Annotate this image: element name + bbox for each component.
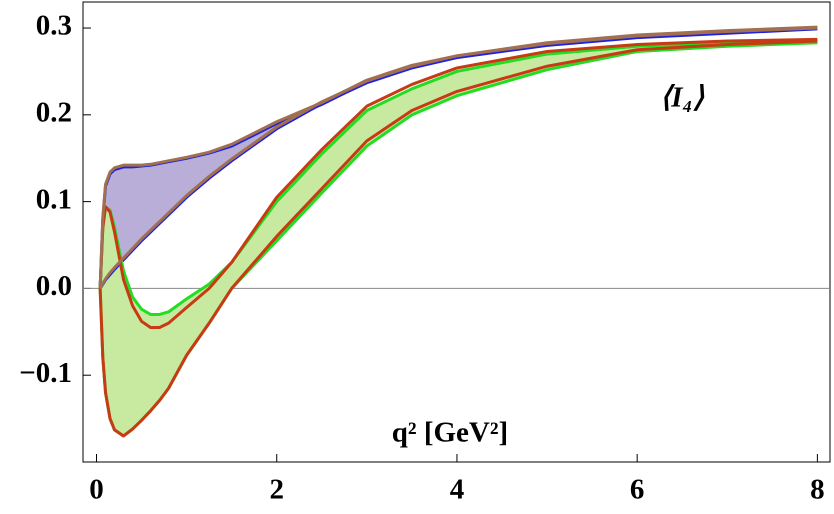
curve bbox=[98, 41, 818, 438]
y-tick-label: 0.2 bbox=[36, 96, 72, 128]
y-tick-label: 0.1 bbox=[36, 183, 72, 215]
y-tick-label: −0.1 bbox=[19, 357, 72, 389]
curve bbox=[98, 37, 818, 329]
x-tick-label: 4 bbox=[450, 474, 465, 506]
y-tick-label: 0.0 bbox=[36, 270, 72, 302]
x-tick-label: 2 bbox=[269, 474, 284, 506]
curve bbox=[98, 39, 818, 438]
annotation: ⟨I₄⟩ bbox=[660, 82, 705, 114]
x-tick-label: 6 bbox=[630, 474, 645, 506]
band bbox=[100, 41, 818, 436]
curve bbox=[98, 26, 818, 290]
x-axis-label: q² [GeV²] bbox=[392, 417, 508, 449]
x-tick-label: 8 bbox=[810, 474, 825, 506]
y-tick-label: 0.3 bbox=[36, 10, 72, 42]
x-tick-label: 0 bbox=[89, 474, 104, 506]
